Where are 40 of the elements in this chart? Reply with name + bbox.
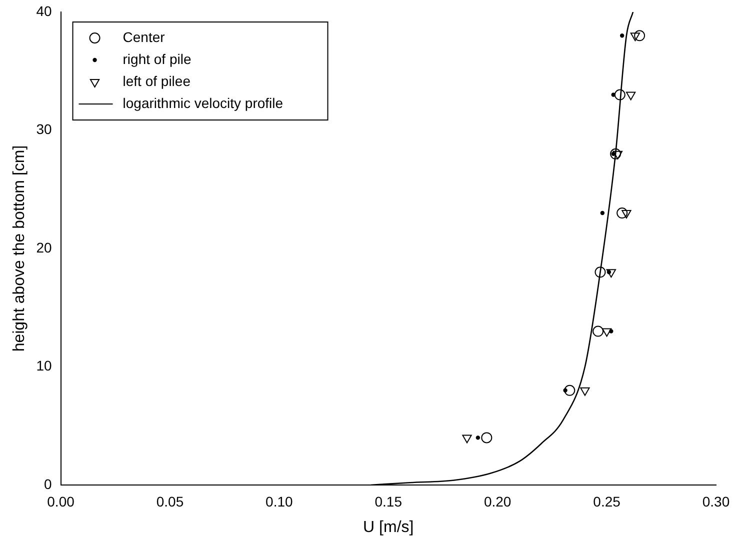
legend-label: right of pile: [122, 50, 192, 67]
point: [564, 384, 576, 396]
y-tick-label: 10: [36, 358, 52, 374]
y-tick-label: 0: [44, 476, 52, 492]
point: [626, 92, 636, 100]
point: [594, 266, 606, 278]
point: [481, 432, 492, 444]
y-tick-label: 20: [36, 239, 52, 256]
point: [622, 210, 632, 219]
x-axis-title: U [m/s]: [363, 518, 414, 536]
point: [476, 436, 480, 440]
point: [592, 326, 604, 337]
x-tick-label: 0.30: [702, 493, 730, 510]
point: [614, 89, 626, 100]
point: [612, 150, 623, 160]
x-tick-label: 0.00: [47, 493, 75, 510]
x-tick-label: 0.20: [484, 493, 512, 510]
point: [611, 92, 616, 97]
point: [563, 388, 568, 392]
point: [620, 34, 624, 38]
point: [606, 269, 616, 278]
y-axis-title: height above the bottom [cm]: [11, 145, 28, 352]
x-tick-label: 0.05: [156, 493, 184, 510]
point: [610, 148, 622, 160]
y-tick-label: 40: [36, 2, 52, 19]
legend-label: logarithmic velocity profile: [122, 94, 284, 111]
point: [630, 32, 640, 42]
x-tick-label: 0.10: [266, 493, 294, 510]
point: [600, 210, 605, 216]
point: [462, 434, 472, 444]
point: [602, 328, 612, 337]
x-tick-label: 0.25: [593, 493, 621, 510]
legend-label: left of pilee: [122, 72, 191, 89]
point: [634, 30, 646, 42]
point: [609, 329, 614, 334]
x-tick-label: 0.15: [374, 493, 402, 510]
point: [580, 387, 590, 396]
legend-label: Center: [122, 28, 166, 45]
point: [616, 208, 628, 219]
y-tick-label: 30: [36, 121, 52, 138]
